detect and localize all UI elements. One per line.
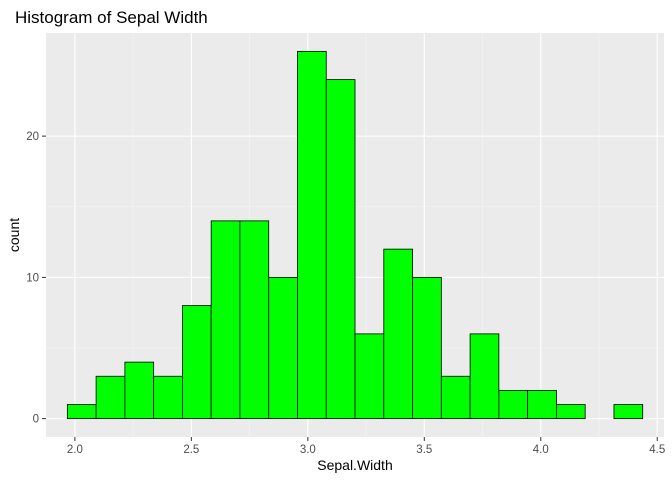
histogram-bar-12 <box>383 248 413 420</box>
x-axis-ticks: 2.0 2.5 3.0 3.5 4.0 4.5 <box>67 437 665 456</box>
y-tick-label: 0 <box>33 414 39 426</box>
histogram-bar-7 <box>239 220 270 420</box>
histogram-bar-5 <box>182 305 212 420</box>
y-tick-label: 10 <box>26 272 39 284</box>
chart-title: Histogram of Sepal Width <box>15 8 208 27</box>
x-tick-label: 2.5 <box>183 444 199 456</box>
histogram-bar-4 <box>153 375 183 420</box>
histogram-bar-6 <box>210 220 241 420</box>
y-axis-title: count <box>6 218 22 252</box>
histogram-bar-9 <box>297 50 327 420</box>
histogram-bar-2 <box>95 375 126 420</box>
histogram-bar-3 <box>124 361 155 420</box>
histogram-bar-15 <box>469 333 500 420</box>
histogram-bar-11 <box>354 333 385 420</box>
y-axis-ticks: 0 10 20 <box>26 131 46 426</box>
histogram-bar-8 <box>268 276 298 420</box>
histogram-bar-14 <box>440 375 471 420</box>
x-tick-label: 4.5 <box>649 444 665 456</box>
histogram-bar-20 <box>613 404 644 420</box>
histogram-bar-10 <box>325 79 356 420</box>
x-tick-label: 3.0 <box>300 444 316 456</box>
x-tick-label: 4.0 <box>533 444 549 456</box>
y-tick-label: 20 <box>26 131 39 143</box>
histogram-bar-1 <box>66 404 97 420</box>
histogram-bars <box>66 50 644 420</box>
x-tick-label: 3.5 <box>416 444 432 456</box>
x-tick-label: 2.0 <box>67 444 83 456</box>
histogram-bar-18 <box>556 404 586 420</box>
histogram-bar-13 <box>412 276 442 420</box>
histogram-bar-17 <box>527 389 557 420</box>
x-axis-title: Sepal.Width <box>317 457 392 473</box>
histogram-bar-16 <box>498 389 529 420</box>
